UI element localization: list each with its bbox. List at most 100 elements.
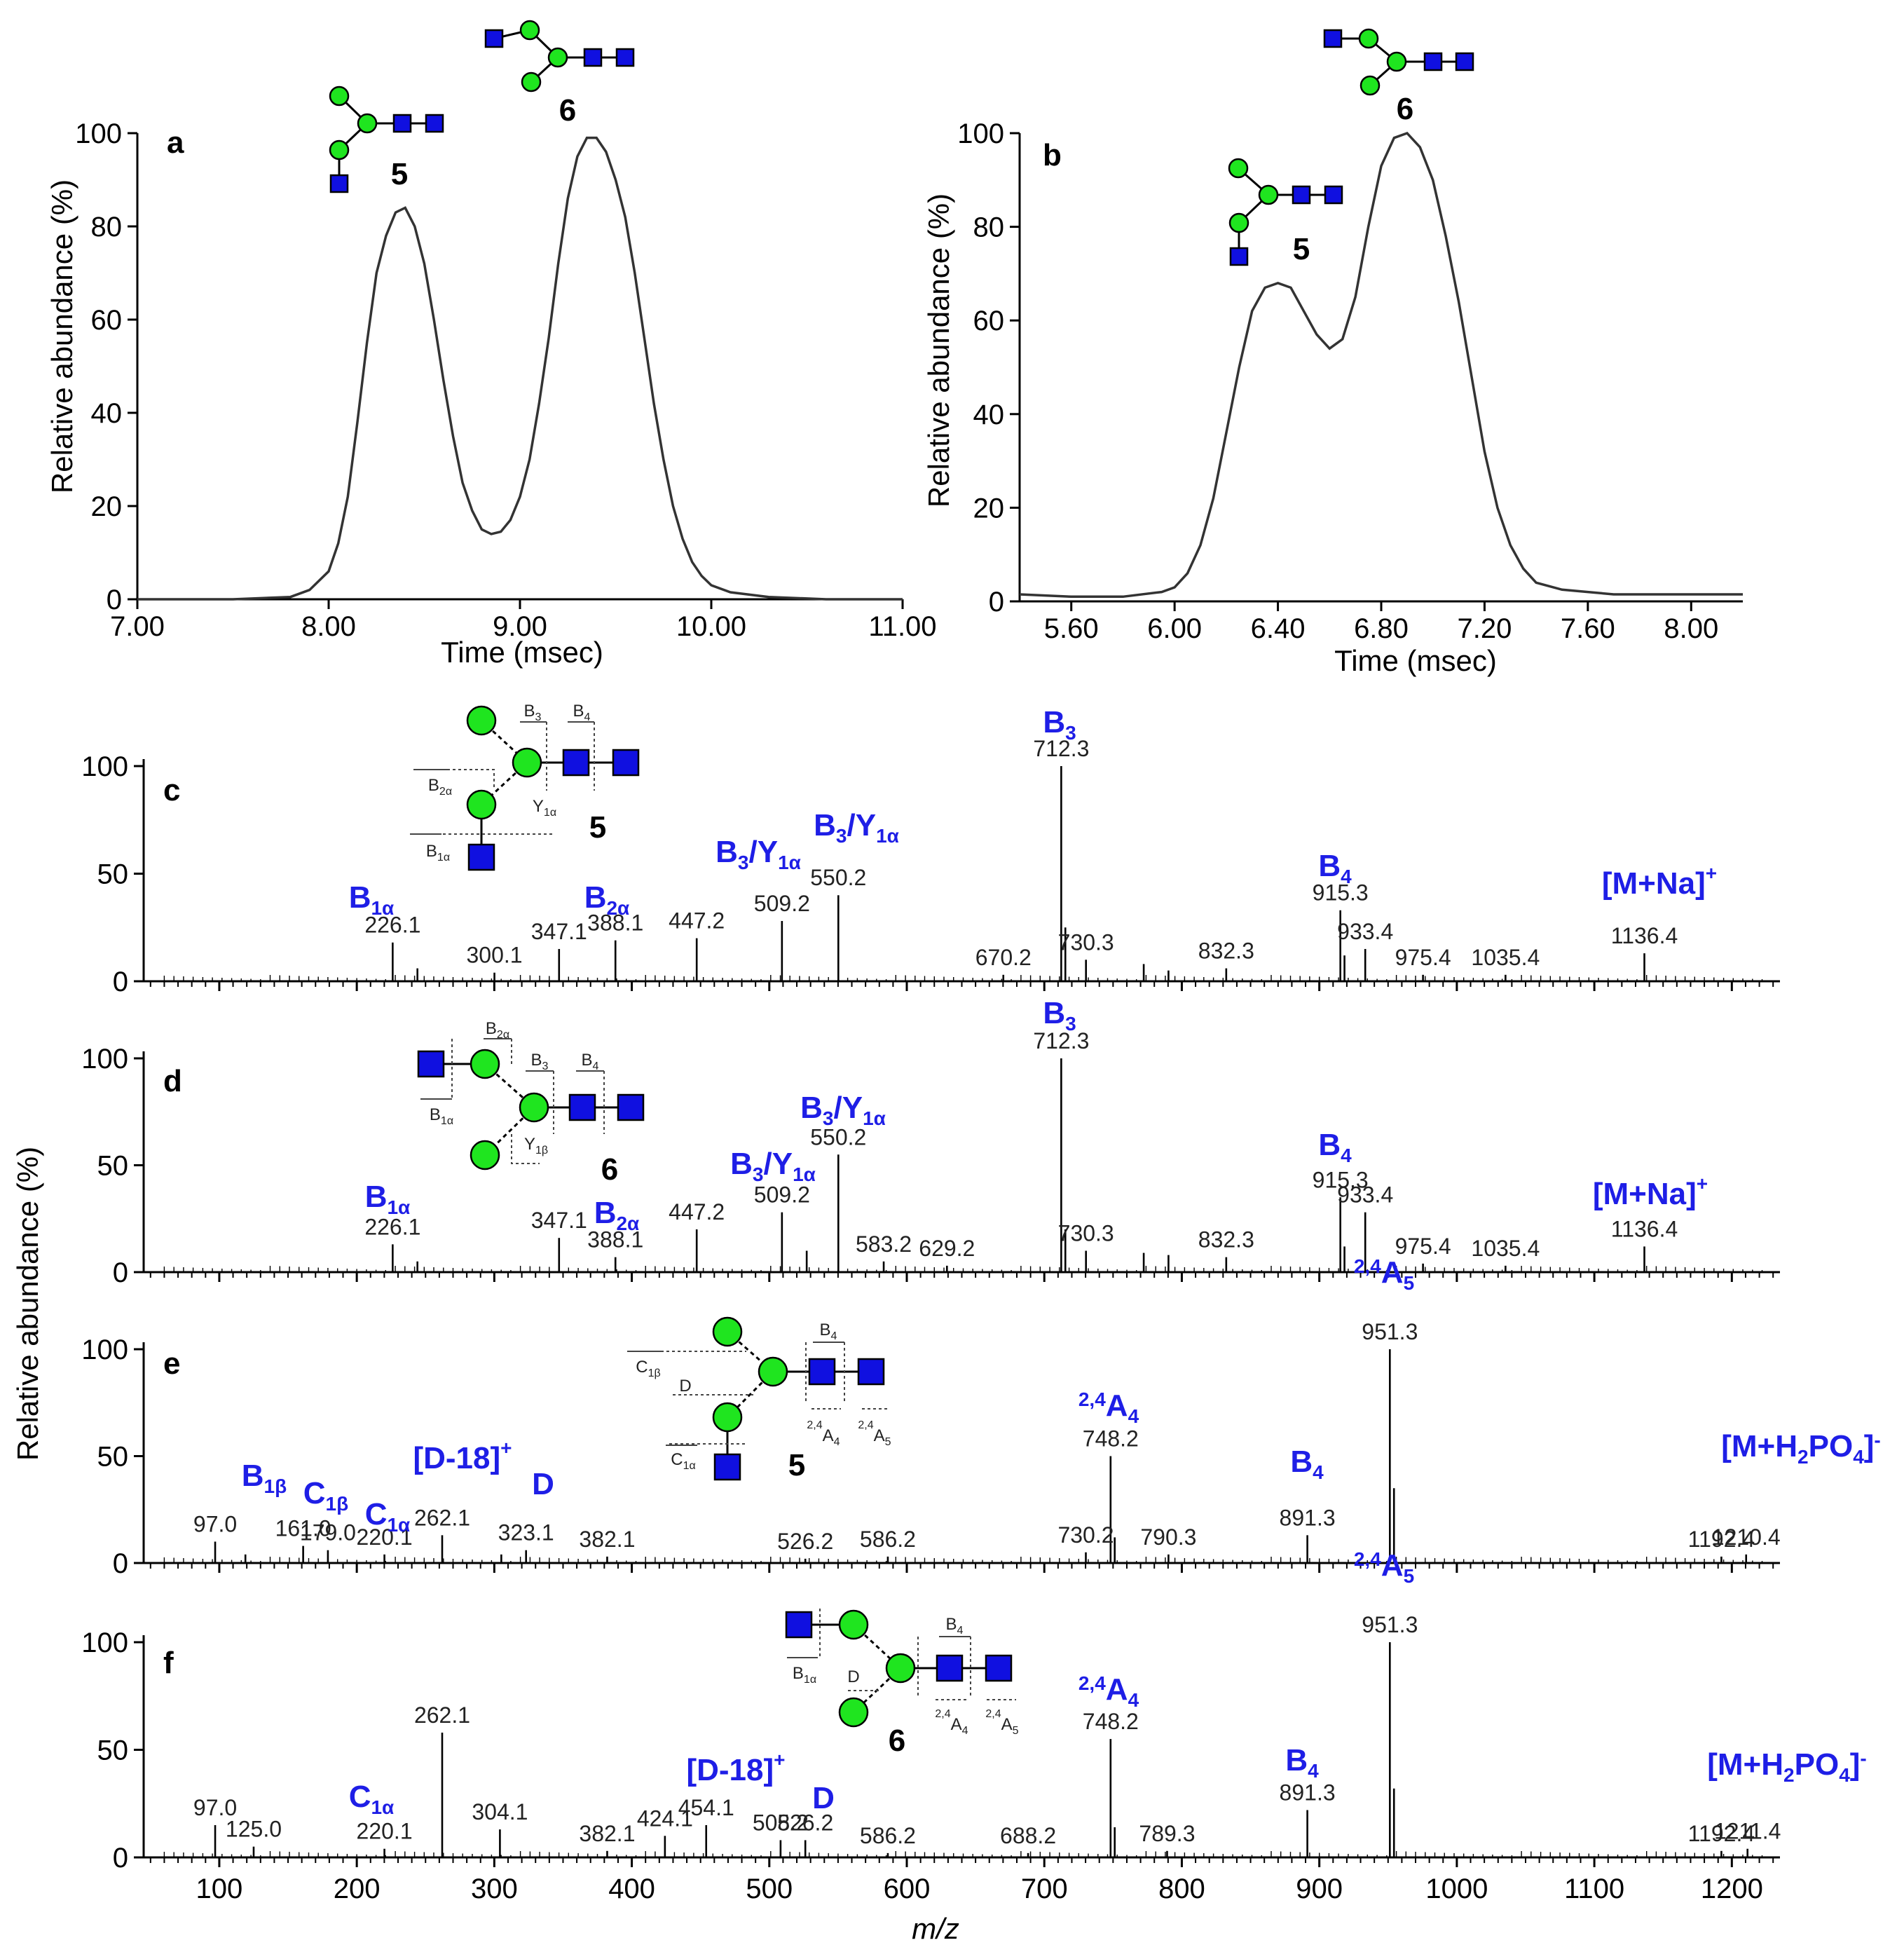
panel-b-xtick-label: 6.80 <box>1354 613 1409 644</box>
panel-c-peak-label: 388.1 <box>587 910 643 936</box>
panel-c-peak-label: 915.3 <box>1313 880 1369 906</box>
panel-c-peak-label: 347.1 <box>531 919 587 944</box>
panel-e-peak-label: 526.2 <box>777 1529 833 1554</box>
frag-e-C1a: C1α <box>671 1450 696 1472</box>
panel-f-peak-label: 789.3 <box>1139 1821 1195 1846</box>
panel-letter-f: f <box>163 1646 174 1680</box>
panel-f-peak-label: 125.0 <box>226 1817 282 1842</box>
panel-f-peak-label: 891.3 <box>1280 1780 1336 1805</box>
panel-c-glycan-5-structure: B3 B4 B2α Y1α B1α 5 <box>410 702 640 871</box>
frag-e-A4: 2,4A4 <box>807 1419 840 1448</box>
panel-f-peak-label: 526.2 <box>777 1810 833 1835</box>
panel-f-axes: 0 50 100 <box>81 1627 1780 1874</box>
ion-f-MH2PO4: [M+H2PO4]- <box>1707 1747 1867 1786</box>
panel-d-peak-label: 583.2 <box>856 1231 912 1257</box>
panel-letter-d: d <box>163 1064 182 1098</box>
panel-e-glycan-5-structure: B4 C1β D 2,4A4 2,4A5 C1α 5 <box>627 1316 891 1482</box>
panel-e-peak-label: 161.0 <box>275 1516 331 1541</box>
ion-d-B3Y1a-550: B3/Y1α <box>800 1091 886 1129</box>
panel-e-peak-label: 951.3 <box>1362 1319 1418 1344</box>
panel-a-xtick-label: 9.00 <box>493 611 547 642</box>
ion-c-MNa: [M+Na]+ <box>1602 862 1717 901</box>
panel-c-peak-label: 550.2 <box>810 865 866 890</box>
panel-f-ytick-label: 0 <box>113 1843 128 1874</box>
ion-d-B4: B4 <box>1318 1128 1352 1166</box>
panel-a-ytick-label: 80 <box>91 212 123 243</box>
mz-tick-label: 700 <box>1021 1874 1068 1904</box>
panel-c-compound-number: 5 <box>589 810 606 845</box>
panel-b-xtick-label: 8.00 <box>1664 613 1718 644</box>
panel-d-axes: 0 50 100 <box>81 1044 1780 1288</box>
panel-d-peak-label: 915.3 <box>1313 1167 1369 1192</box>
panel-a-xtick-label: 8.00 <box>301 611 356 642</box>
frag-c-B2a: B2α <box>428 776 452 798</box>
panel-a-ytick-label: 0 <box>107 585 122 615</box>
frag-f-B1a: B1α <box>793 1664 816 1686</box>
frag-c-B4: B4 <box>573 702 591 723</box>
panel-e-peak-label: 1210.4 <box>1712 1524 1781 1550</box>
ion-f-C1a: C1α <box>349 1780 395 1818</box>
panel-f-ytick-label: 100 <box>81 1627 128 1658</box>
panel-b-trace <box>1019 131 1743 599</box>
panel-c-baseline-noise <box>163 975 1763 981</box>
ion-f-A5: 2,4A5 <box>1354 1548 1414 1587</box>
mz-tick-label: 400 <box>608 1874 655 1904</box>
panel-e-peaks <box>163 1349 1763 1563</box>
panel-a-series-line <box>137 136 903 601</box>
panel-a-ytick-label: 20 <box>91 491 123 522</box>
panel-a-ylabel: Relative abundance (%) <box>46 179 78 493</box>
ion-e-C1b: C1β <box>303 1476 348 1515</box>
panel-a-xtick-label: 7.00 <box>110 611 165 642</box>
panel-d-peak-label: 447.2 <box>669 1199 725 1224</box>
panel-a-glycan-5-icon <box>329 86 444 193</box>
panel-d-peak-label: 1035.4 <box>1471 1236 1540 1261</box>
frag-d-Y1b: Y1β <box>524 1135 548 1156</box>
spectra-ylabel: Relative abundance (%) <box>11 1147 44 1461</box>
frag-e-C1b: C1β <box>636 1358 660 1379</box>
panel-f-peak-label: 424.1 <box>637 1806 693 1831</box>
ion-c-B3Y1a-509: B3/Y1α <box>715 835 801 873</box>
panel-b-xtick-label: 6.40 <box>1251 613 1306 644</box>
panel-f-peaks <box>163 1642 1763 1857</box>
ion-d-MNa: [M+Na]+ <box>1593 1173 1708 1211</box>
panel-c-peak-label: 226.1 <box>364 913 420 938</box>
panel-c-peak-label: 832.3 <box>1198 939 1254 964</box>
panel-letter-a: a <box>167 125 184 160</box>
panel-b-ytick-label: 0 <box>989 587 1004 617</box>
mz-tick-label: 1100 <box>1564 1874 1624 1904</box>
spectra-xlabel-mz: m/z <box>912 1912 959 1945</box>
panel-c-ion-labels: B1α B2α B3/Y1α B3/Y1α B3 B4 [M+Na]+ <box>349 705 1717 919</box>
panel-e-ytick-label: 50 <box>97 1442 129 1473</box>
panel-a-label-compound-5: 5 <box>391 157 408 191</box>
panel-d-peak-label: 388.1 <box>587 1227 643 1253</box>
frag-d-B2a: B2α <box>486 1019 509 1041</box>
ion-c-B1a: B1α <box>349 880 395 919</box>
panel-e-peak-label: 891.3 <box>1280 1505 1336 1530</box>
ion-f-B4: B4 <box>1285 1743 1319 1782</box>
ion-d-B1a: B1α <box>365 1180 411 1218</box>
panel-a-mobilogram: a 0 20 40 60 80 100 7.00 8.00 9.00 10.00 11.00 Tim… <box>46 20 937 669</box>
panel-b-ytick-label: 20 <box>973 493 1005 524</box>
ion-e-D: D <box>532 1467 554 1501</box>
panel-d-peak-label: 975.4 <box>1395 1234 1451 1259</box>
panel-c-ytick-label: 100 <box>81 751 128 782</box>
ion-f-D-18: [D-18]+ <box>686 1749 785 1787</box>
panel-e-peak-label: 220.1 <box>357 1524 413 1550</box>
panel-d-glycan-6-structure: B2α B3 B4 B1α Y1β 6 <box>417 1019 645 1187</box>
panel-a-trace <box>137 136 903 601</box>
panel-c-peak-label: 300.1 <box>467 943 523 968</box>
panel-f-peak-label: 97.0 <box>193 1795 237 1820</box>
ion-f-A4: 2,4A4 <box>1078 1672 1139 1711</box>
panel-d-peak-label: 347.1 <box>531 1208 587 1233</box>
panel-d-peak-label: 832.3 <box>1198 1227 1254 1253</box>
frag-d-B3: B3 <box>531 1051 549 1072</box>
panel-a-xlabel: Time (msec) <box>441 636 603 669</box>
panel-f-peak-label: 304.1 <box>472 1799 528 1824</box>
panel-f-peak-label: 454.1 <box>678 1795 734 1820</box>
panel-b-glycan-6-icon <box>1323 28 1474 96</box>
panel-f-ion-labels: C1α [D-18]+ D 2,4A4 2,4A5 B4 [M+H2PO4]- <box>349 1548 1867 1818</box>
